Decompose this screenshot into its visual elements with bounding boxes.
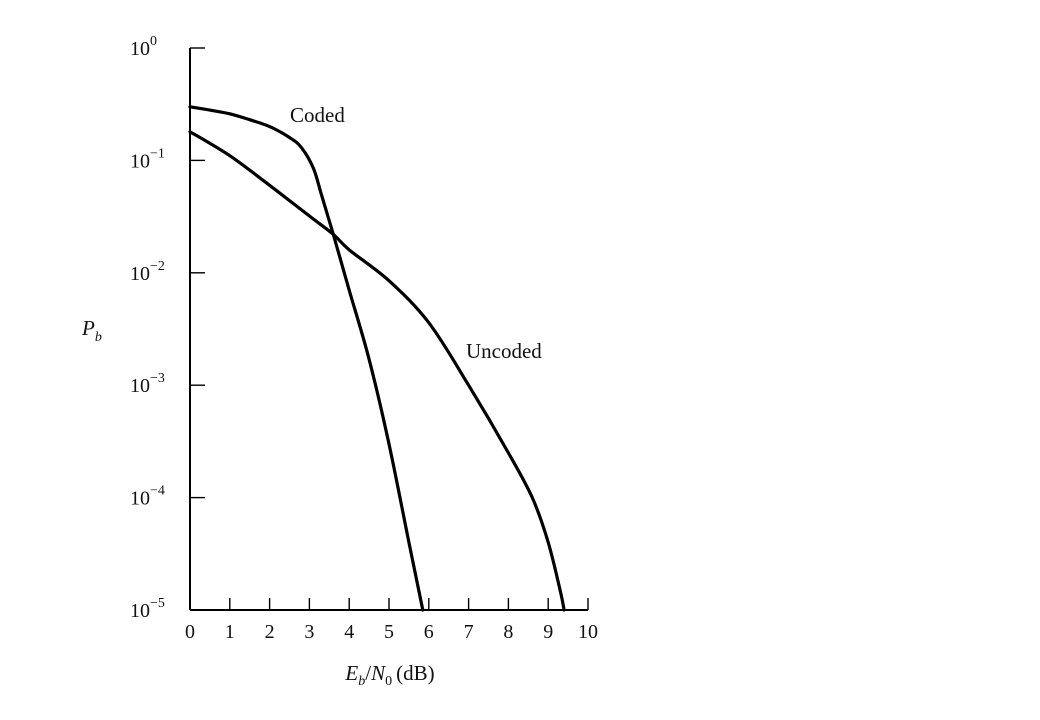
series-labels: Coded Uncoded — [290, 103, 542, 363]
y-tick-label: 100 — [130, 34, 157, 60]
series-label-coded: Coded — [290, 103, 345, 127]
x-tick-label: 6 — [424, 621, 434, 643]
y-tick-label: 10−2 — [130, 259, 165, 285]
x-tick-label: 1 — [225, 621, 235, 643]
series-lines — [188, 105, 566, 612]
y-tick-label: 10−5 — [130, 596, 165, 622]
x-tick-label: 4 — [344, 621, 354, 643]
y-axis-ticks: 100 10−1 10−2 10−3 10−4 10−5 — [130, 34, 205, 622]
y-tick-label: 10−4 — [130, 484, 165, 510]
x-tick-label: 7 — [464, 621, 474, 643]
y-tick-label: 10−1 — [130, 146, 165, 172]
y-tick-label: 10−3 — [130, 371, 165, 397]
x-tick-label: 5 — [384, 621, 394, 643]
series-line-uncoded — [188, 130, 566, 612]
x-tick-label: 9 — [543, 621, 553, 643]
x-tick-label: 10 — [578, 621, 598, 643]
axes — [189, 48, 588, 611]
x-tick-label: 0 — [185, 621, 195, 643]
x-tick-label: 8 — [503, 621, 513, 643]
series-line-coded — [188, 105, 425, 612]
x-axis-label: Eb/N0 (dB) — [344, 661, 434, 689]
x-tick-label: 3 — [304, 621, 314, 643]
y-axis-label: Pb — [81, 316, 102, 345]
series-label-uncoded: Uncoded — [466, 339, 542, 363]
x-tick-label: 2 — [265, 621, 275, 643]
x-axis-ticks: 0 1 2 3 4 5 6 7 8 9 10 — [185, 598, 598, 643]
